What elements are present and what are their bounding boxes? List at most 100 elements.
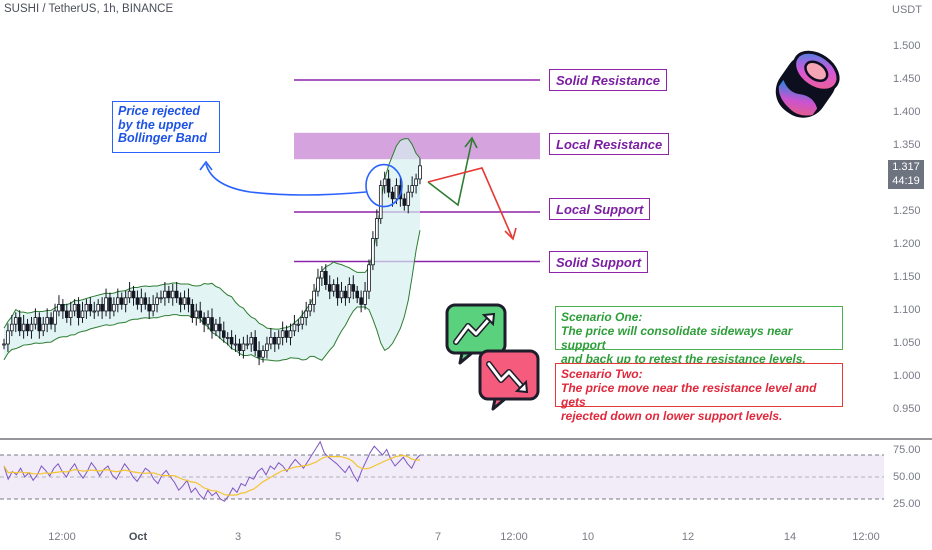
candle-body [233, 343, 238, 346]
candle-body [139, 297, 144, 305]
candle-body [198, 310, 203, 318]
price-tick: 1.350 [893, 139, 921, 151]
time-tick: 5 [334, 531, 342, 543]
candle-body [367, 264, 371, 292]
candle-body [221, 330, 226, 338]
note-line: Price rejected [118, 104, 200, 118]
candle-body [194, 310, 199, 318]
candle-body [331, 284, 336, 292]
scenario-one-note[interactable]: Scenario One: The price will consolidate… [555, 306, 843, 366]
local-resistance-label[interactable]: Local Resistance [549, 133, 670, 155]
candle-body [174, 290, 179, 299]
candle-body [406, 191, 411, 206]
time-tick: 10 [581, 531, 595, 543]
candle-body [229, 336, 234, 345]
scenario-two-note[interactable]: Scenario Two: The price move near the re… [555, 363, 843, 423]
candle-body [288, 330, 293, 338]
candle-body [116, 297, 120, 305]
candle-body [17, 317, 22, 332]
candle-body [339, 290, 344, 299]
candle-body [375, 218, 379, 239]
candle-body [155, 297, 159, 305]
candle-body [265, 343, 269, 351]
local-support-label[interactable]: Local Support [549, 198, 651, 220]
candle-body [351, 284, 356, 292]
candle-body [151, 303, 155, 312]
candle-body [324, 270, 328, 285]
candle-body [272, 336, 277, 345]
scenario-two-line: The price move near the resistance level… [561, 381, 817, 409]
candle-body [76, 303, 81, 318]
candle-body [414, 178, 418, 186]
rsi-tick: 75.00 [893, 444, 921, 456]
solid-support-label[interactable]: Solid Support [549, 251, 649, 273]
time-tick: 12:00 [48, 531, 76, 543]
candle-body [316, 277, 320, 292]
price-tick: 1.150 [893, 271, 921, 283]
candle-body [147, 303, 152, 312]
candle-body [190, 303, 195, 318]
price-tick: 1.250 [893, 205, 921, 217]
price-tick: 1.050 [893, 337, 921, 349]
current-price-tag: 1.317 44:19 [888, 160, 924, 189]
candle-body [382, 178, 387, 186]
candle-body [304, 310, 308, 318]
candle-body [347, 284, 352, 299]
candle-body [68, 310, 73, 318]
candle-body [135, 297, 140, 305]
candle-body [10, 323, 14, 332]
candle-body [143, 297, 148, 305]
candle-body [112, 303, 116, 312]
rsi-line [3, 440, 421, 502]
scenario-one-arrow [427, 139, 473, 207]
candle-body [108, 297, 112, 312]
scenario-one-title: Scenario One: [561, 310, 643, 324]
candle-body [2, 343, 6, 346]
candle-body [64, 310, 69, 318]
candle-body [6, 330, 10, 345]
candle-body [296, 323, 301, 326]
scenario-two-title: Scenario Two: [561, 367, 643, 381]
price-tick: 1.400 [893, 106, 921, 118]
candle-body [320, 270, 324, 279]
price-tick: 1.000 [893, 370, 921, 382]
candle-body [253, 336, 257, 351]
candle-body [53, 310, 57, 325]
candle-body [245, 343, 250, 346]
candle-body [394, 185, 399, 200]
candle-body [96, 303, 100, 312]
candle-body [257, 350, 261, 358]
price-tick: 1.100 [893, 304, 921, 316]
candle-body [210, 317, 214, 332]
candle-body [119, 297, 124, 305]
candle-body [390, 191, 395, 200]
price-tick: 1.450 [893, 73, 921, 85]
candle-body [284, 330, 289, 338]
time-tick: 14 [783, 531, 797, 543]
candle-body [355, 290, 360, 299]
bollinger-rejection-note[interactable]: Price rejected by the upper Bollinger Ba… [112, 101, 220, 153]
time-tick: Oct [128, 531, 148, 543]
rsi-ma-line [3, 454, 420, 496]
candle-body [237, 343, 242, 351]
time-tick: 12:00 [852, 531, 880, 543]
candle-body [13, 317, 18, 325]
candle-body [104, 297, 108, 312]
candle-body [371, 237, 375, 266]
solid-resistance-label[interactable]: Solid Resistance [549, 69, 668, 91]
rsi-tick: 25.00 [893, 498, 921, 510]
candle-body [378, 185, 383, 220]
candle-body [363, 290, 367, 305]
candle-body [300, 317, 305, 325]
candle-body [206, 317, 210, 325]
candle-body [308, 303, 312, 312]
candle-body [167, 290, 171, 299]
time-tick: 7 [434, 531, 442, 543]
candle-body [80, 310, 85, 318]
candle-body [178, 297, 183, 305]
scenario-two-line: rejected down on lower support levels. [561, 409, 783, 423]
time-tick: 12 [681, 531, 695, 543]
rsi-tick: 50.00 [893, 471, 921, 483]
